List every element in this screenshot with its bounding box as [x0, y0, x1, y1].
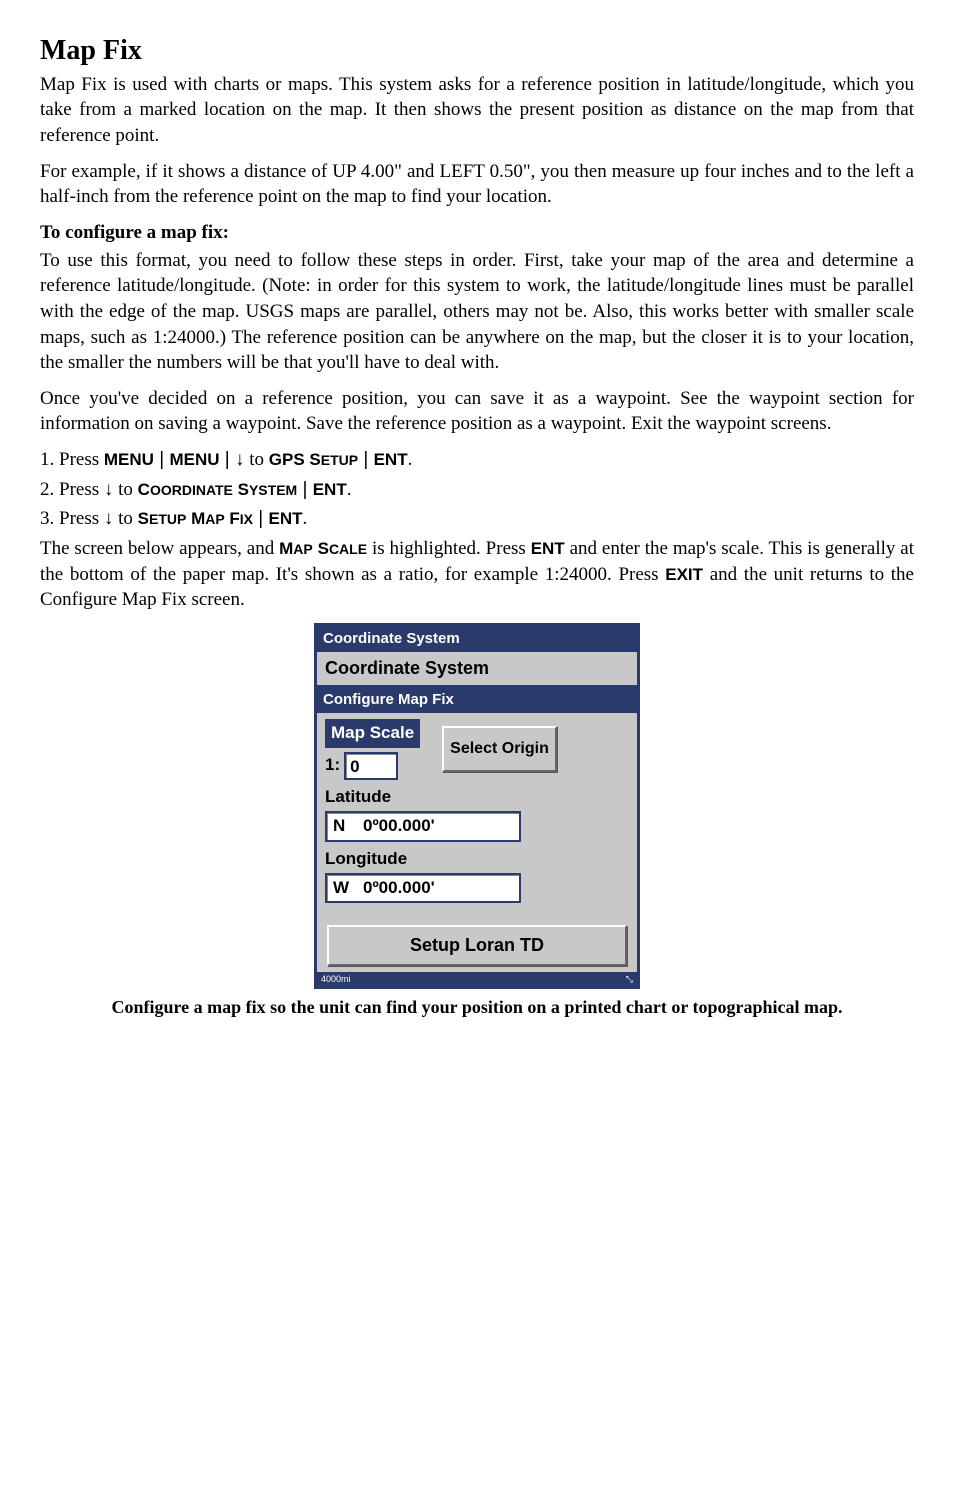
- step-3: 3. Press ↓ to Setup Map Fix | ENT.: [40, 506, 914, 532]
- page-title: Map Fix: [40, 32, 914, 70]
- step-2: 2. Press ↓ to Coordinate System | ENT.: [40, 477, 914, 503]
- ss-latitude-input[interactable]: N0º00.000': [325, 811, 521, 842]
- device-screenshot: Coordinate System Coordinate System Conf…: [314, 623, 640, 989]
- menu-key: MENU: [104, 450, 154, 469]
- ss-select-origin-button[interactable]: Select Origin: [442, 726, 557, 772]
- ss-map-scale-label[interactable]: Map Scale: [325, 719, 420, 748]
- setup-map-fix-key: Setup Map Fix: [138, 509, 253, 528]
- intro-paragraph-2: For example, if it shows a distance of U…: [40, 159, 914, 210]
- ss-config-header: Configure Map Fix: [317, 687, 637, 713]
- screen-description-paragraph: The screen below appears, and Map Scale …: [40, 536, 914, 613]
- ent-key: ENT: [531, 539, 565, 558]
- subheading-configure: To configure a map fix:: [40, 220, 914, 246]
- menu-key: MENU: [169, 450, 219, 469]
- screenshot-caption: Configure a map fix so the unit can find…: [40, 995, 914, 1019]
- screenshot-container: Coordinate System Coordinate System Conf…: [40, 623, 914, 989]
- ent-key: ENT: [374, 450, 408, 469]
- ss-outer-header: Coordinate System: [317, 626, 637, 652]
- down-arrow-icon: ↓: [104, 479, 114, 500]
- ss-footer: 4000mi ⤡: [317, 972, 637, 986]
- configure-paragraph-2: Once you've decided on a reference posit…: [40, 386, 914, 437]
- exit-key: EXIT: [665, 565, 703, 584]
- gps-setup-key: GPS Setup: [269, 450, 358, 469]
- ss-latitude-label: Latitude: [325, 786, 629, 809]
- ss-setup-loran-button[interactable]: Setup Loran TD: [327, 925, 627, 965]
- map-scale-key: Map Scale: [279, 539, 367, 558]
- ss-scale-input[interactable]: 0: [344, 752, 398, 780]
- step-1: 1. Press MENU | MENU | ↓ to GPS Setup | …: [40, 447, 914, 473]
- configure-paragraph-1: To use this format, you need to follow t…: [40, 248, 914, 376]
- down-arrow-icon: ↓: [235, 449, 245, 470]
- intro-paragraph-1: Map Fix is used with charts or maps. Thi…: [40, 72, 914, 149]
- ss-footer-cursor-icon: ⤡: [626, 973, 633, 985]
- ss-ratio-prefix: 1:: [325, 754, 340, 777]
- ss-longitude-input[interactable]: W0º00.000': [325, 873, 521, 904]
- ss-subheader: Coordinate System: [317, 652, 637, 686]
- ent-key: ENT: [269, 509, 303, 528]
- ent-key: ENT: [313, 480, 347, 499]
- ss-body: Map Scale 1: 0 Select Origin Latitude N0…: [317, 713, 637, 972]
- coord-system-key: Coordinate System: [138, 480, 298, 499]
- ss-longitude-label: Longitude: [325, 848, 629, 871]
- down-arrow-icon: ↓: [104, 508, 114, 529]
